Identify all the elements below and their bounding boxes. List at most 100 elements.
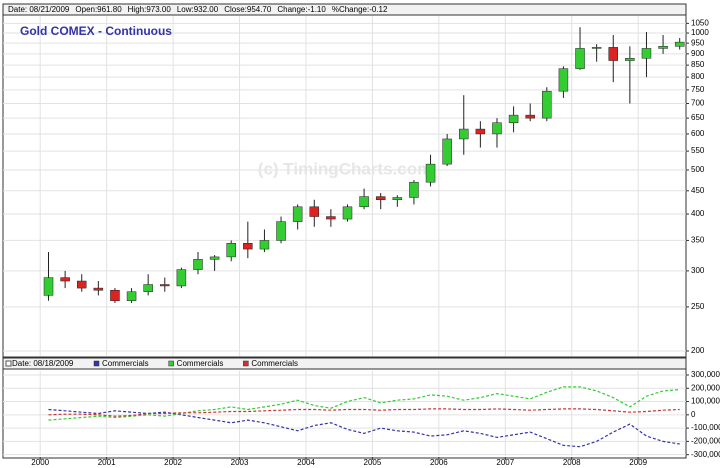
candle-body [326,216,336,220]
legend-icon [5,360,12,367]
candle-body [492,122,502,135]
y-tick-label: 250 [691,302,705,311]
legend-label: Commercials [102,359,149,368]
y-tick-label: 100,000 [691,397,720,406]
candle-body [110,289,120,301]
candle-body [243,243,253,250]
header-item: Date: 08/21/2009 [8,5,70,14]
header-item: -0.12 [369,5,388,14]
y-tick-label: 300 [691,266,705,275]
x-tick-label: 2000 [31,458,49,467]
grid [3,16,686,456]
candle-body [292,206,303,222]
candle-body [76,280,87,289]
candle-body [143,284,153,292]
chart-title: Gold COMEX - Continuous [20,24,172,38]
candle-body [93,287,104,291]
y-tick-label: 1050 [691,18,709,27]
candle-body [60,277,70,282]
header-item: Open:961.80 [75,5,122,14]
header-bar [2,3,687,16]
candle-body [226,243,236,258]
y-tick-label: 900 [691,49,705,58]
header-item: Low:932.00 [177,5,219,14]
candle-body [193,259,203,270]
candle-body [608,47,618,61]
y-tick-label: 850 [691,60,705,69]
y-tick-label: 500 [691,165,705,174]
candle-body [508,114,519,123]
y-tick-label: 800 [691,72,705,81]
candle-body [126,291,137,301]
candle-body [409,181,419,198]
y-tick-label: 700 [691,99,705,108]
y-tick-label: -100,000 [691,423,720,432]
legend-label: Commercials [177,359,224,368]
candle-body [259,240,270,250]
candle-body [641,48,652,59]
candle-body [375,196,386,201]
x-tick-label: 2006 [430,458,448,467]
header-item: Change: [277,5,307,14]
candle-body [176,269,187,287]
x-tick-label: 2004 [297,458,315,467]
x-tick-label: 2002 [164,458,182,467]
y-tick-label: 550 [691,146,705,155]
candle-body [276,221,286,241]
header-item: -1.10 [308,5,327,14]
candle-body [309,206,320,217]
header-item: Close:954.70 [224,5,272,14]
y-tick-label: -200,000 [691,437,720,446]
x-tick-label: 2009 [629,458,647,467]
legend-swatch [243,360,249,367]
y-tick-label: 600 [691,129,705,138]
legend-label: Commercials [251,359,298,368]
y-tick-label: 1000 [691,28,709,37]
candle-body [525,114,535,119]
candle-body [342,206,353,220]
series-line [48,408,680,417]
candle-body [392,197,403,201]
x-tick-label: 2003 [231,458,249,467]
candle-body [459,128,469,140]
legend-bar [2,357,687,370]
y-tick-label: 200,000 [691,383,720,392]
legend-swatch [93,360,100,367]
header-item: %Change: [332,5,369,14]
candle-body [658,46,668,49]
y-tick-label: 300,000 [691,370,720,379]
y-tick-label: 750 [691,85,705,94]
candle-body [575,48,585,69]
header-item: High:973.00 [128,5,172,14]
candle-body [558,68,569,92]
y-tick-label: 450 [691,186,705,195]
candle-body [209,256,220,260]
x-tick-label: 2005 [364,458,382,467]
series-line [48,386,680,421]
y-tick-label: 400 [691,209,705,218]
y-tick-label: 0 [691,410,696,419]
candle-body [160,284,170,287]
candle-body [475,128,486,135]
y-tick-label: 650 [691,113,705,122]
candle-body [542,90,552,119]
candle-body [442,138,452,165]
x-tick-label: 2007 [496,458,514,467]
y-tick-label: 950 [691,38,705,47]
legend-swatch [168,360,174,367]
y-tick-label: -300,000 [691,450,720,459]
candle-body [359,196,369,208]
candle-body [674,41,685,47]
candle-body [43,277,54,296]
candle-body [591,47,602,49]
y-tick-label: 200 [691,346,705,355]
y-tick-label: 350 [691,236,705,245]
legend-date: Date: 08/18/2009 [12,359,74,368]
candle-body [425,163,436,183]
x-tick-label: 2001 [98,458,116,467]
watermark: (c) TimingCharts.com [258,159,432,178]
candle-body [625,58,635,61]
x-tick-label: 2008 [563,458,581,467]
